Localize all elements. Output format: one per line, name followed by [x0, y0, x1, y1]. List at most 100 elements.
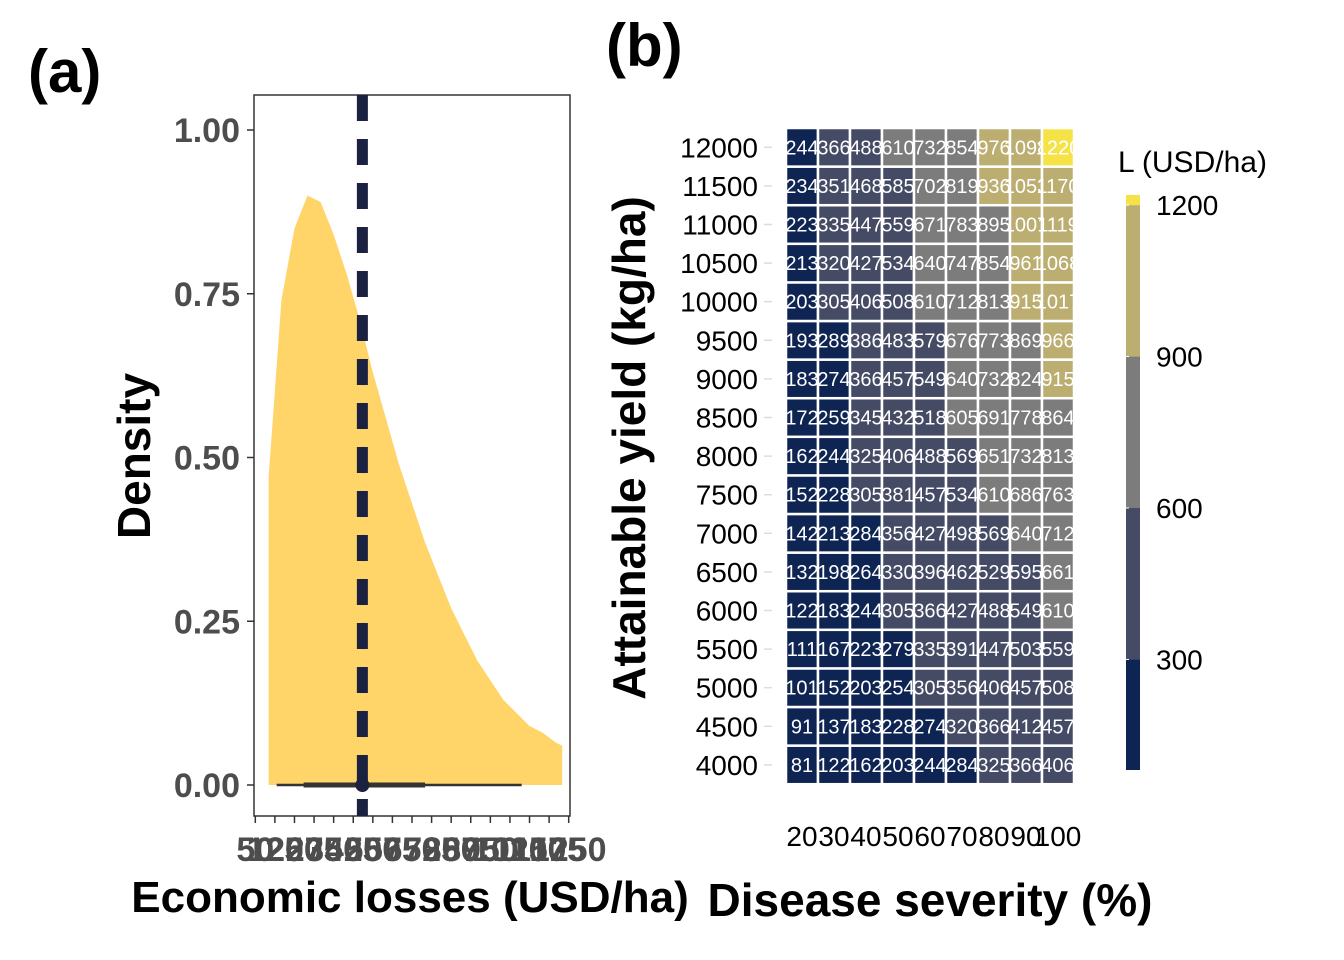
heatmap-cell-label: 778 — [1009, 408, 1042, 430]
heatmap-cell — [1008, 126, 1044, 168]
heatmap-cell-label: 518 — [913, 408, 946, 430]
heatmap-cell-label: 605 — [945, 408, 978, 430]
heatmap-cell-label: 183 — [817, 601, 850, 623]
x-axis-title-b: Disease severity (%) — [708, 874, 1153, 926]
x-tick-label-a: 650 — [384, 831, 441, 869]
heatmap-cell-label: 508 — [881, 292, 914, 314]
x-tick-label-a: 950 — [462, 831, 519, 869]
heatmap-cell-label: 610 — [913, 292, 946, 314]
heatmap-cell-label: 813 — [977, 292, 1010, 314]
heatmap-cell-label: 763 — [1041, 485, 1074, 507]
heatmap-cell — [816, 319, 852, 361]
heatmap-cell-label: 503 — [1009, 639, 1042, 661]
heatmap-cell — [784, 589, 820, 632]
heatmap-cell-label: 640 — [913, 253, 946, 275]
heatmap-cell-label: 254 — [881, 678, 914, 700]
heatmap-cell — [1040, 126, 1076, 168]
heatmap-cell-label: 264 — [849, 562, 882, 584]
heatmap-cell-label: 213 — [817, 523, 850, 545]
heatmap-cell — [1040, 358, 1076, 400]
heatmap-cell-label: 549 — [1009, 601, 1042, 623]
heatmap-cell-label: 132 — [785, 562, 818, 584]
heatmap-cell-label: 854 — [977, 253, 1010, 275]
heatmap-cell-label: 661 — [1041, 562, 1074, 584]
heatmap-cell-label: 406 — [1041, 755, 1074, 777]
heatmap-cell-label: 330 — [881, 562, 914, 584]
heatmap-cell-label: 813 — [1041, 446, 1074, 468]
heatmap-cell-label: 345 — [849, 408, 882, 430]
heatmap-cell-label: 569 — [977, 523, 1010, 545]
heatmap-cell-label: 773 — [977, 330, 1010, 352]
heatmap-cell — [880, 512, 916, 554]
heatmap-cell — [976, 667, 1012, 709]
legend-title: L (USD/ha) — [1118, 146, 1267, 179]
heatmap-cell-label: 483 — [881, 330, 914, 352]
heatmap-cell-label: 203 — [785, 292, 818, 314]
legend-bin — [1126, 195, 1140, 206]
panel-label-a: (a) — [28, 38, 101, 105]
heatmap-cell-label: 305 — [849, 485, 882, 507]
heatmap-cell-label: 462 — [945, 562, 978, 584]
heatmap-cell — [944, 512, 980, 554]
heatmap-cell — [880, 358, 916, 400]
heatmap-cell — [816, 435, 852, 477]
heatmap-cell-label: 488 — [913, 446, 946, 468]
x-tick-label-b: 90 — [1010, 821, 1041, 852]
heatmap-cell — [816, 589, 852, 632]
heatmap-cell-label: 167 — [817, 639, 850, 661]
heatmap-cell-label: 406 — [977, 678, 1010, 700]
heatmap-cell-label: 534 — [945, 485, 978, 507]
density-area — [268, 195, 563, 785]
legend-label: 300 — [1156, 644, 1203, 675]
heatmap-cell-label: 381 — [881, 485, 914, 507]
heatmap-cell-label: 289 — [817, 330, 850, 352]
x-tick-label-a: 725 — [403, 831, 460, 869]
heatmap-cell — [1008, 358, 1044, 400]
heatmap-cell-label: 142 — [785, 523, 818, 545]
heatmap-cell — [848, 474, 884, 516]
panel-a: 0.00 0.25 0.50 0.75 1.00 50125200275350425500… — [28, 38, 689, 922]
x-tick-label-a: 350 — [305, 831, 362, 869]
heatmap-cell — [816, 126, 852, 168]
heatmap-cell-label: 259 — [817, 408, 850, 430]
heatmap-cell-label: 732 — [977, 369, 1010, 391]
heatmap-cell-label: 651 — [977, 446, 1010, 468]
heatmap-cell — [976, 512, 1012, 554]
heatmap-cell-label: 244 — [785, 137, 818, 159]
heatmap-cell — [976, 744, 1012, 786]
x-tick-label-a: 275 — [286, 831, 343, 869]
y-tick-label-b: 4500 — [696, 711, 758, 742]
heatmap-cell-label: 824 — [1009, 369, 1042, 391]
heatmap-cell-label: 468 — [849, 176, 882, 198]
heatmap-cell-label: 228 — [817, 485, 850, 507]
heatmap-cell-label: 183 — [849, 716, 882, 738]
heatmap-cell-label: 447 — [977, 639, 1010, 661]
y-tick-label-a: 0.75 — [174, 276, 240, 314]
x-tick-label-a: 800 — [423, 831, 480, 869]
heatmap-cell-label: 676 — [945, 330, 978, 352]
heatmap-cell-label: 498 — [945, 523, 978, 545]
heatmap-cell-label: 366 — [913, 601, 946, 623]
heatmap-cell — [976, 203, 1012, 246]
heatmap-cell-label: 162 — [785, 446, 818, 468]
heatmap-cell-label: 305 — [881, 601, 914, 623]
x-tick-label-b: 70 — [946, 821, 977, 852]
heatmap-cell-label: 356 — [945, 678, 978, 700]
legend-label: 600 — [1156, 493, 1203, 524]
heatmap-cell-label: 223 — [849, 639, 882, 661]
heatmap-cell-label: 976 — [977, 137, 1010, 159]
heatmap-cell-label: 183 — [785, 369, 818, 391]
heatmap-cell-label: 549 — [913, 369, 946, 391]
heatmap-cell-label: 915 — [1009, 292, 1042, 314]
heatmap-cell-label: 783 — [945, 215, 978, 237]
y-tick-label-b: 8000 — [696, 441, 758, 472]
heatmap-cell-label: 534 — [881, 253, 914, 275]
heatmap-cell-label: 595 — [1009, 562, 1042, 584]
heatmap-cell-label: 640 — [945, 369, 978, 391]
heatmap-cell-label: 488 — [849, 137, 882, 159]
heatmap-cell — [848, 126, 884, 168]
heatmap-cell-label: 457 — [1009, 678, 1042, 700]
heatmap-cell-label: 457 — [1041, 716, 1074, 738]
heatmap-cell — [1008, 744, 1044, 786]
y-tick-label-b: 4000 — [696, 750, 758, 781]
